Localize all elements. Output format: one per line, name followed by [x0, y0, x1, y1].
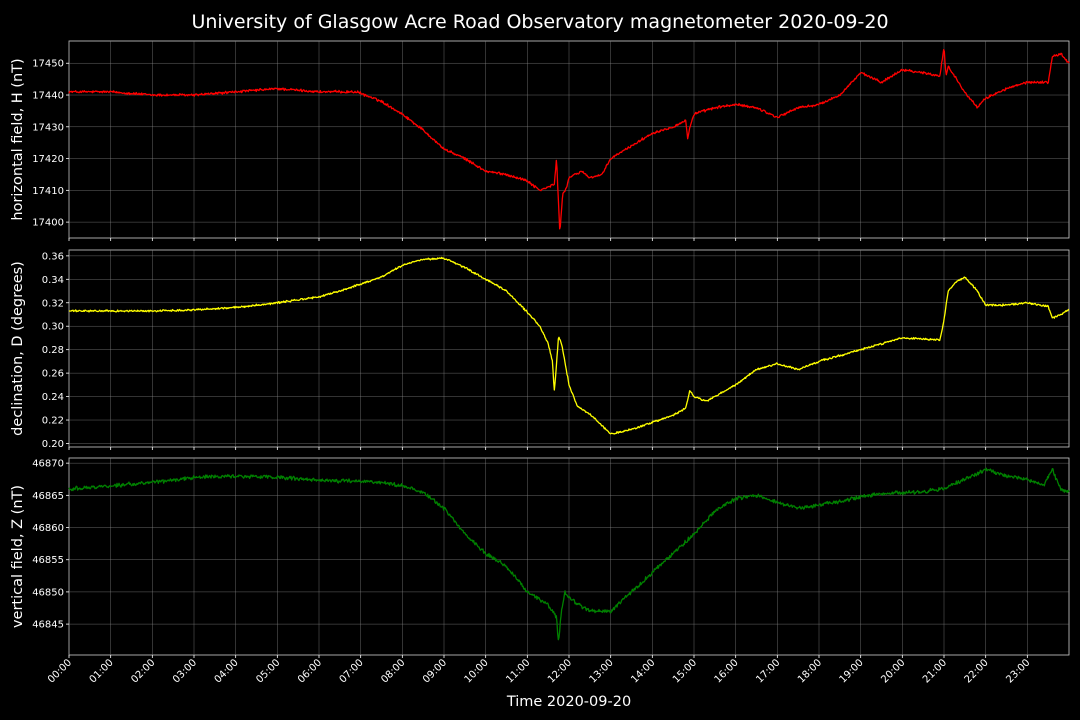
y-tick-label: 0.24	[42, 392, 64, 403]
y-tick-label: 17410	[32, 186, 64, 197]
y-tick-label: 0.30	[42, 322, 64, 333]
y-tick-label: 46870	[32, 459, 64, 470]
y-tick-label: 0.22	[42, 416, 64, 427]
series-line-3	[68, 467, 1070, 641]
y-tick-label: 17440	[32, 91, 64, 102]
y-tick-label: 46855	[32, 555, 64, 566]
y-tick-label: 17450	[32, 59, 64, 70]
y-tick-label: 17430	[32, 122, 64, 133]
y-tick-label: 46850	[32, 587, 64, 598]
y-tick-label: 17420	[32, 154, 64, 165]
x-axis-label: Time 2020-09-20	[506, 694, 631, 710]
y-axis-label: horizontal field, H (nT)	[10, 58, 26, 220]
y-tick-label: 46860	[32, 523, 64, 534]
series-line-2	[68, 256, 1070, 435]
panels-group: 17400 17410 17420 17430 17440 17450 horizontal…	[10, 40, 1070, 686]
y-tick-label: 17400	[32, 218, 64, 229]
y-tick-label: 0.32	[42, 298, 64, 309]
panel-2: 0.20 0.22 0.24 0.26 0.28 0.30 0.32 0.34 0.36 decl…	[10, 249, 1070, 450]
y-axis-label: declination, D (degrees)	[10, 261, 26, 436]
y-tick-label: 0.28	[42, 345, 64, 356]
y-axis-label: vertical field, Z (nT)	[10, 485, 26, 628]
y-tick-label: 0.26	[42, 369, 64, 380]
y-tick-label: 46845	[32, 620, 64, 631]
y-tick-label: 46865	[32, 491, 64, 502]
y-tick-label: 0.34	[42, 275, 64, 286]
chart-title: University of Glasgow Acre Road Observat…	[191, 11, 888, 33]
panel-3: 46845 46850 46855 46860 46865 46870 vertical f…	[10, 457, 1070, 658]
series-line-1	[68, 49, 1070, 230]
y-tick-label: 0.36	[42, 251, 64, 262]
y-tick-label: 0.20	[42, 439, 64, 450]
panel-1: 17400 17410 17420 17430 17440 17450 horizontal…	[10, 40, 1070, 241]
